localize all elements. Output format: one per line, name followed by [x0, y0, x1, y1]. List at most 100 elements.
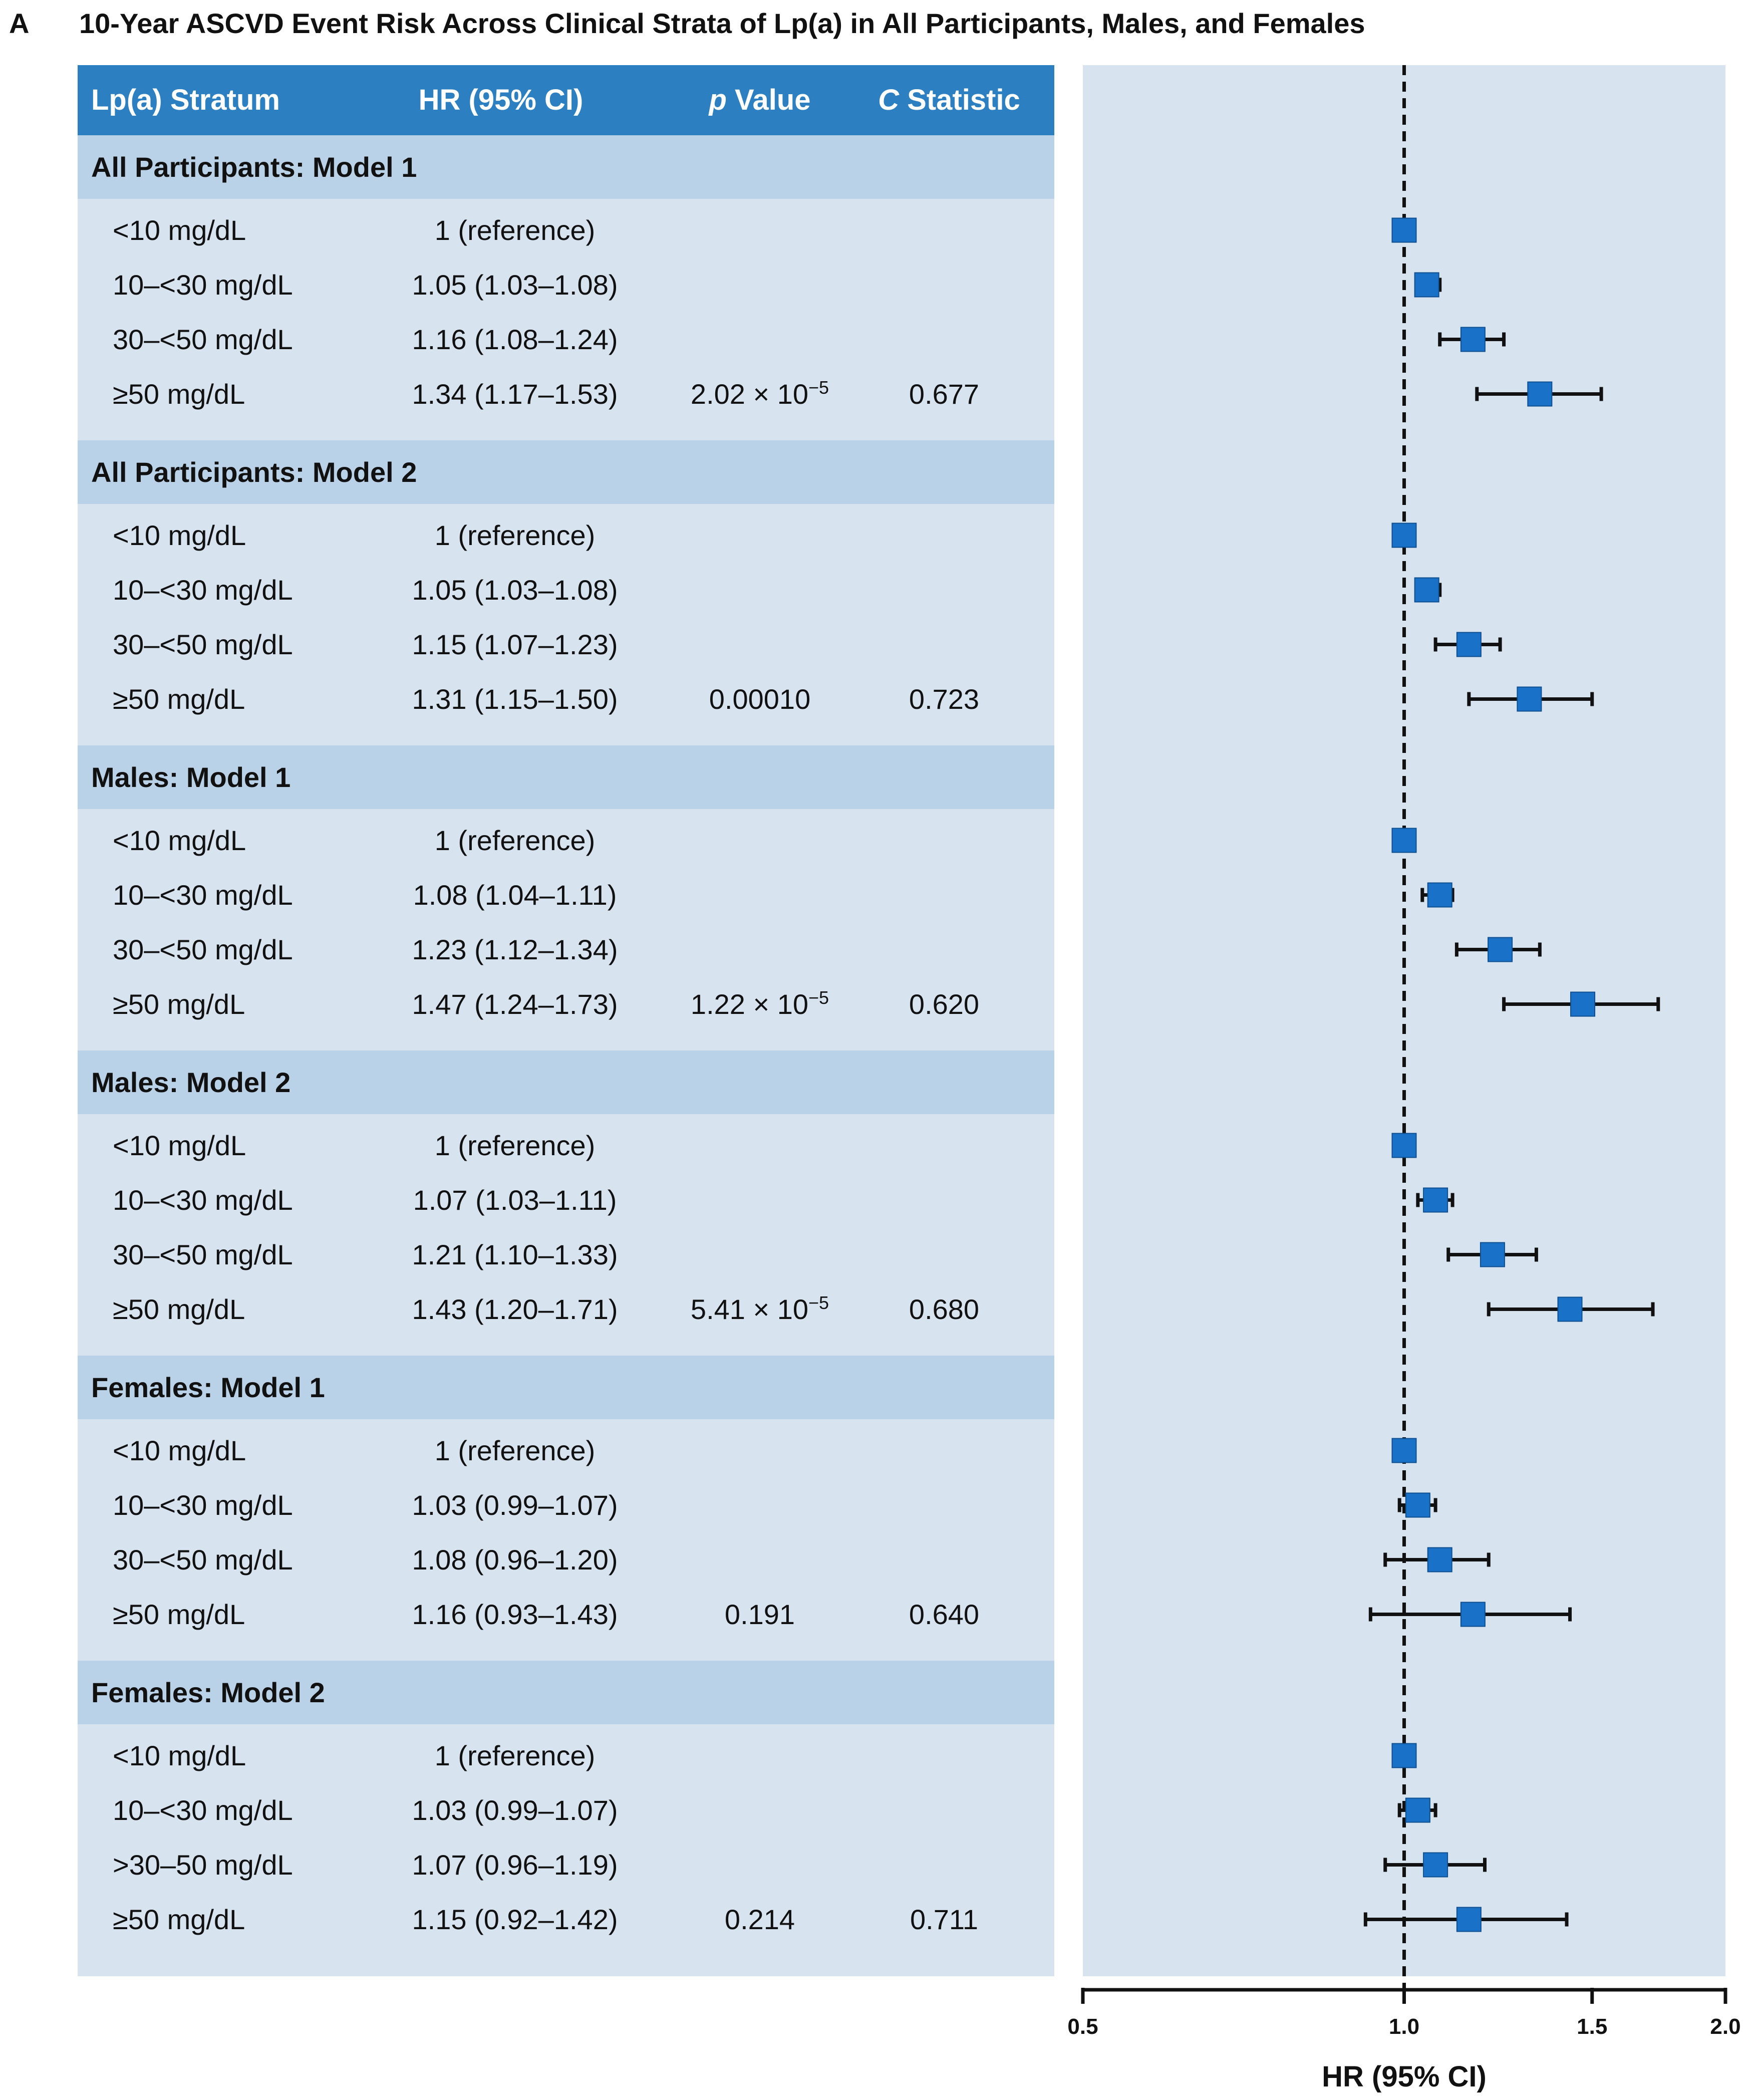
- hr-ci-cell: 1.16 (0.93–1.43): [412, 1599, 618, 1630]
- hr-ci-cell: 1.07 (0.96–1.19): [412, 1849, 618, 1881]
- hr-marker: [1391, 1743, 1417, 1768]
- table-row: <10 mg/dL 1 (reference): [78, 813, 1054, 868]
- hr-marker: [1557, 1296, 1583, 1322]
- c-statistic-cell: 0.680: [909, 1293, 980, 1325]
- header-hr-ci: HR (95% CI): [418, 84, 583, 116]
- stratum-cell: <10 mg/dL: [113, 825, 246, 856]
- table-row: >30–50 mg/dL 1.07 (0.96–1.19): [78, 1838, 1054, 1892]
- section-label: Females: Model 2: [91, 1677, 325, 1708]
- hr-marker: [1405, 1797, 1430, 1823]
- p-value-base: 0.214: [724, 1904, 795, 1935]
- stratum-cell: 30–<50 mg/dL: [113, 1239, 293, 1270]
- hr-marker: [1488, 937, 1513, 962]
- table-row: 10–<30 mg/dL 1.08 (1.04–1.11): [78, 868, 1054, 922]
- figure-title: 10-Year ASCVD Event Risk Across Clinical…: [79, 8, 1365, 39]
- c-statistic-cell: 0.620: [909, 988, 980, 1020]
- p-value-exponent: −5: [808, 987, 829, 1008]
- hr-marker: [1570, 991, 1596, 1017]
- hr-marker: [1405, 1492, 1430, 1518]
- hr-marker: [1460, 1602, 1486, 1627]
- hr-marker: [1517, 686, 1542, 712]
- table-row: 30–<50 mg/dL 1.15 (1.07–1.23): [78, 617, 1054, 672]
- stratum-cell: 30–<50 mg/dL: [113, 629, 293, 660]
- hr-marker: [1527, 381, 1553, 407]
- stratum-cell: <10 mg/dL: [113, 519, 246, 551]
- table-row: <10 mg/dL 1 (reference): [78, 508, 1054, 563]
- hr-marker: [1456, 632, 1482, 657]
- stratum-cell: >30–50 mg/dL: [113, 1849, 293, 1881]
- x-tick-label: 1.0: [1389, 2014, 1419, 2039]
- hr-marker: [1460, 327, 1486, 352]
- hr-marker: [1391, 522, 1417, 548]
- p-value-base: 1.22 × 10: [690, 988, 809, 1020]
- hr-marker: [1427, 1547, 1452, 1572]
- header-c-rest: Statistic: [899, 84, 1020, 116]
- table-row: 30–<50 mg/dL 1.16 (1.08–1.24): [78, 312, 1054, 367]
- hr-marker: [1391, 1438, 1417, 1463]
- stratum-cell: ≥50 mg/dL: [113, 1293, 245, 1325]
- stratum-cell: 10–<30 mg/dL: [113, 574, 293, 606]
- table-row: 30–<50 mg/dL 1.23 (1.12–1.34): [78, 922, 1054, 977]
- p-value-base: 0.191: [724, 1599, 795, 1630]
- stratum-cell: 10–<30 mg/dL: [113, 1794, 293, 1826]
- header-p-italic: p: [709, 84, 727, 116]
- stratum-cell: 10–<30 mg/dL: [113, 879, 293, 911]
- stratum-cell: 10–<30 mg/dL: [113, 1489, 293, 1521]
- stratum-cell: ≥50 mg/dL: [113, 378, 245, 410]
- hr-marker: [1423, 1852, 1448, 1878]
- table-row: ≥50 mg/dL 1.34 (1.17–1.53) 2.02 × 10−5 0.67…: [78, 367, 1054, 421]
- p-value-cell: 5.41 × 10−5: [691, 1282, 829, 1337]
- hr-ci-cell: 1.23 (1.12–1.34): [412, 934, 618, 965]
- header-p-value: p Value: [709, 65, 810, 135]
- table-row: <10 mg/dL 1 (reference): [78, 1423, 1054, 1478]
- p-value-cell: 2.02 × 10−5: [691, 367, 829, 421]
- table-row: <10 mg/dL 1 (reference): [78, 1728, 1054, 1783]
- x-tick-label: 0.5: [1067, 2014, 1098, 2039]
- hr-ci-cell: 1.15 (1.07–1.23): [412, 629, 618, 660]
- p-value-base: 5.41 × 10: [690, 1293, 809, 1325]
- hr-ci-cell: 1 (reference): [434, 1740, 596, 1771]
- p-value-cell: 0.191: [725, 1587, 795, 1642]
- table-row: ≥50 mg/dL 1.31 (1.15–1.50) 0.00010 0.723: [78, 672, 1054, 726]
- section-header: Females: Model 2: [78, 1661, 1054, 1724]
- table-row: 10–<30 mg/dL 1.07 (1.03–1.11): [78, 1173, 1054, 1227]
- p-value-cell: 0.00010: [709, 672, 810, 726]
- hr-ci-cell: 1.47 (1.24–1.73): [412, 988, 618, 1020]
- hr-ci-cell: 1 (reference): [434, 1130, 596, 1161]
- section-header: All Participants: Model 2: [78, 440, 1054, 504]
- section-label: Males: Model 2: [91, 1067, 291, 1098]
- stratum-cell: <10 mg/dL: [113, 1130, 246, 1161]
- stratum-cell: 30–<50 mg/dL: [113, 324, 293, 355]
- stratum-cell: ≥50 mg/dL: [113, 1904, 245, 1935]
- hr-marker: [1391, 1133, 1417, 1158]
- stratum-cell: <10 mg/dL: [113, 214, 246, 246]
- panel-letter: A: [9, 8, 30, 39]
- stratum-cell: ≥50 mg/dL: [113, 683, 245, 715]
- table-row: 30–<50 mg/dL 1.08 (0.96–1.20): [78, 1532, 1054, 1587]
- table-header: Lp(a) Stratum HR (95% CI) p Value C Stat…: [78, 65, 1054, 135]
- hr-ci-cell: 1.15 (0.92–1.42): [412, 1904, 618, 1935]
- c-statistic-cell: 0.677: [909, 378, 980, 410]
- section-header: Males: Model 2: [78, 1051, 1054, 1114]
- p-value-cell: 0.214: [725, 1892, 795, 1947]
- x-axis-label: HR (95% CI): [1322, 2060, 1487, 2093]
- section-label: Males: Model 1: [91, 761, 291, 793]
- x-tick-label: 2.0: [1710, 2014, 1740, 2039]
- header-p-rest: Value: [726, 84, 811, 116]
- hr-marker: [1414, 577, 1439, 603]
- hr-marker: [1391, 828, 1417, 853]
- hr-ci-cell: 1.03 (0.99–1.07): [412, 1489, 618, 1521]
- table-row: 10–<30 mg/dL 1.03 (0.99–1.07): [78, 1783, 1054, 1838]
- c-statistic-cell: 0.711: [910, 1904, 978, 1935]
- hr-ci-cell: 1 (reference): [434, 1435, 596, 1466]
- section-label: All Participants: Model 1: [91, 151, 417, 183]
- hr-marker: [1427, 882, 1452, 908]
- section-header: All Participants: Model 1: [78, 135, 1054, 199]
- table-row: ≥50 mg/dL 1.16 (0.93–1.43) 0.191 0.640: [78, 1587, 1054, 1642]
- table-row: ≥50 mg/dL 1.15 (0.92–1.42) 0.214 0.711: [78, 1892, 1054, 1947]
- p-value-exponent: −5: [808, 1292, 829, 1313]
- table-row: 10–<30 mg/dL 1.05 (1.03–1.08): [78, 257, 1054, 312]
- stratum-cell: 30–<50 mg/dL: [113, 1544, 293, 1576]
- p-value-cell: 1.22 × 10−5: [691, 977, 829, 1031]
